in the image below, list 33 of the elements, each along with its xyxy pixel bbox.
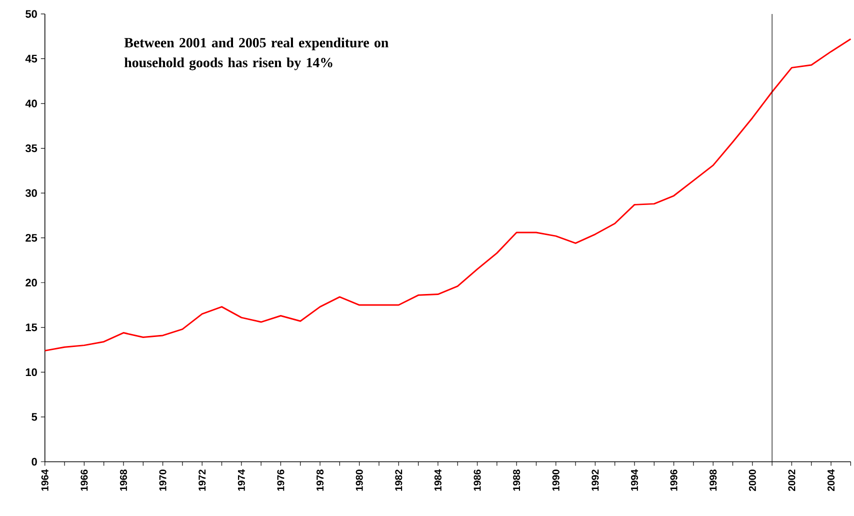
y-tick-label: 35	[25, 144, 38, 152]
x-tick-label: 1982	[395, 470, 402, 491]
y-tick-label: 0	[32, 458, 37, 466]
x-tick-label: 1966	[80, 470, 88, 491]
y-tick-label: 10	[26, 368, 37, 376]
x-tick-label: 1984	[434, 470, 442, 491]
x-tick-label: 1990	[552, 470, 560, 491]
x-tick-label: 1980	[356, 470, 363, 491]
y-tick-label: 45	[25, 55, 38, 63]
x-tick-label: 1976	[277, 470, 284, 491]
x-tick-label: 1974	[238, 470, 245, 491]
x-tick-label: 2000	[748, 470, 756, 492]
x-tick-label: 1992	[592, 470, 599, 491]
y-tick-label: 30	[25, 189, 37, 198]
x-tick-label: 1994	[630, 470, 638, 491]
x-tick-label: 2004	[828, 470, 835, 492]
y-tick-label: 5	[32, 413, 38, 421]
x-tick-label: 1972	[198, 470, 206, 491]
x-tick-label: 2002	[788, 470, 796, 492]
y-tick-label: 40	[25, 100, 37, 108]
x-tick-label: 1964	[41, 470, 48, 491]
x-tick-label: 1986	[474, 470, 481, 491]
x-tick-label: 1988	[513, 470, 520, 491]
x-tick-label: 1998	[710, 470, 717, 491]
x-tick-label: 1970	[159, 470, 166, 491]
x-tick-label: 1996	[670, 470, 678, 491]
y-tick-label: 25	[26, 234, 38, 242]
y-tick-label: 50	[26, 10, 37, 18]
x-tick-label: 1978	[316, 470, 324, 491]
y-tick-label: 20	[26, 278, 37, 287]
annotation: Between 2001 and 2005 real expenditure on household goods has risen by 14%	[124, 38, 388, 70]
x-tick-label: 1968	[120, 470, 128, 491]
y-tick-label: 15	[26, 324, 38, 332]
